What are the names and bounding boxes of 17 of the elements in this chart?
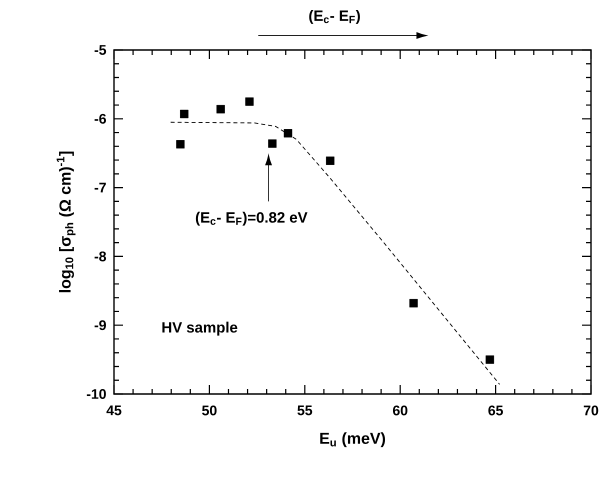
x-tick-label: 45 [106,406,122,416]
x-tick-label: 70 [584,406,598,416]
x-tick-label: 65 [488,406,503,416]
y-tick-label: -8 [94,251,106,262]
annotation: HV sample [162,322,238,336]
x-axis-title: E$_{u}$ (meV) [320,432,386,448]
x-tick-label: 55 [297,406,312,416]
y-tick-label: -10 [86,389,106,399]
x-tick-label: 50 [202,406,217,416]
y-tick-label: -9 [94,320,106,330]
y-tick-label: -5 [94,45,106,55]
x-tick-label: 60 [392,406,408,416]
y-axis-title: log$_{10}$ [σ$_{ph}$ (Ω cm)$^{-1}$] [56,152,76,292]
y-tick-label: -6 [94,114,106,124]
annotation: (E$_{c}$- E$_{F}$)=0.82 eV [196,212,308,226]
y-tick-label: -7 [94,182,106,192]
text: (E$_{c}$- E$_{F}$) [309,10,360,24]
